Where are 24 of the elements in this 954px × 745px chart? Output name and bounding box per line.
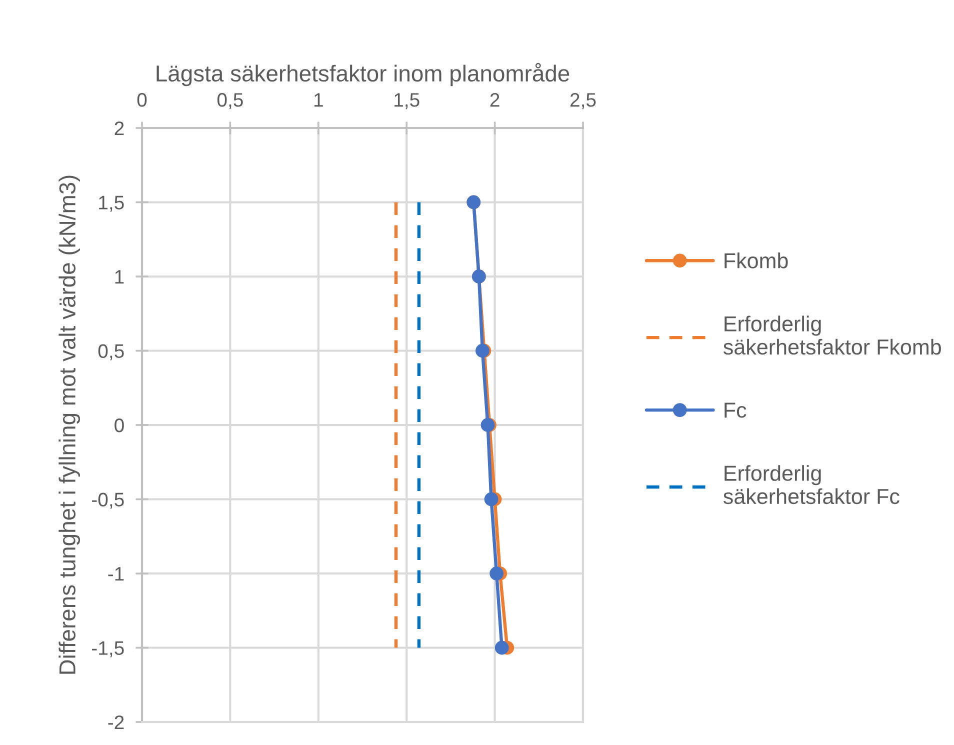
point	[494, 640, 509, 655]
legend-label: Erforderlig säkerhetsfaktor Fkomb	[723, 316, 941, 355]
x-tick-label: 0	[137, 93, 147, 107]
y-tick-label: -2	[108, 715, 124, 730]
x-axis-title: Lägsta säkerhetsfaktor inom planområde	[156, 62, 570, 86]
y-tick-label: 1,5	[99, 196, 124, 212]
legend-label: Fc	[724, 402, 746, 418]
y-tick-label: 0	[114, 418, 124, 432]
y-tick-label: -0,5	[92, 492, 124, 509]
y-tick-label: -1	[108, 567, 124, 581]
point	[484, 492, 498, 506]
y-tick-label: 1	[115, 270, 124, 284]
y-tick-label: 2	[114, 121, 124, 136]
point	[490, 566, 504, 580]
legend-label: Erforderlig säkerhetsfaktor Fc	[723, 465, 900, 504]
x-tick-label: 2,5	[570, 93, 596, 110]
x-tick-label: 0,5	[217, 93, 243, 110]
y-tick-label: -1,5	[92, 641, 124, 658]
x-tick-label: 1	[314, 93, 323, 107]
legend-label: Fkomb	[724, 252, 788, 268]
x-tick-label: 2	[490, 93, 500, 107]
y-tick-label: 0,5	[98, 344, 124, 360]
y-axis-title: Differens tunghet i fyllning mot valt värde (kN/m3)	[58, 176, 80, 674]
x-tick-label: 1,5	[394, 93, 420, 110]
